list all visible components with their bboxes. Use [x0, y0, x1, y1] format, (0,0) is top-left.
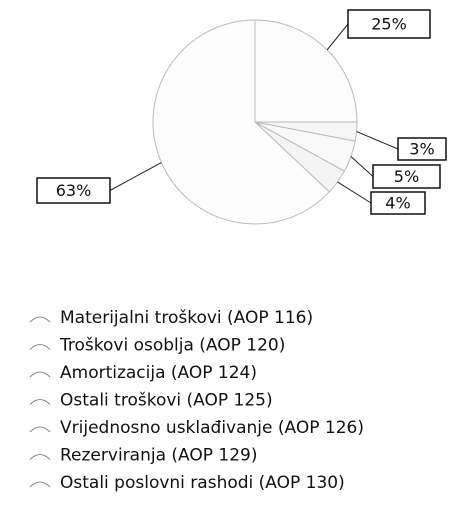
- label-box: [397, 137, 447, 161]
- legend-label: Ostali troškovi (AOP 125): [60, 391, 273, 411]
- data-label: 25%: [371, 15, 407, 34]
- pie-slice: [152, 19, 331, 225]
- legend-label: Amortizacija (AOP 124): [60, 363, 257, 383]
- label-box: [372, 164, 441, 189]
- label-box: [347, 9, 431, 39]
- data-label: 3%: [409, 140, 434, 159]
- leader-line: [337, 181, 372, 204]
- data-label: 5%: [394, 167, 419, 186]
- legend-label: Troškovi osoblja (AOP 120): [59, 336, 285, 356]
- legend-label: Rezerviranja (AOP 129): [60, 446, 257, 466]
- legend-swatch: [29, 481, 51, 488]
- label-box: [36, 177, 111, 204]
- leader-line: [356, 131, 399, 150]
- legend-swatch: [29, 454, 51, 460]
- legend-swatch: [29, 399, 51, 405]
- leader-line: [350, 156, 374, 177]
- data-label: 4%: [385, 194, 410, 213]
- legend-label: Vrijednosno usklađivanje (AOP 126): [60, 418, 364, 438]
- legend-swatch: [29, 316, 51, 323]
- legend-swatch: [29, 344, 51, 350]
- legend-swatch: [29, 426, 51, 433]
- label-box: [370, 191, 426, 215]
- pie-slice: [254, 19, 358, 123]
- data-label: 63%: [56, 181, 92, 200]
- legend-label: Materijalni troškovi (AOP 116): [60, 308, 313, 328]
- leader-line: [326, 23, 349, 51]
- legend-swatch: [29, 371, 51, 378]
- legend-label: Ostali poslovni rashodi (AOP 130): [60, 473, 345, 493]
- leader-line: [109, 162, 162, 191]
